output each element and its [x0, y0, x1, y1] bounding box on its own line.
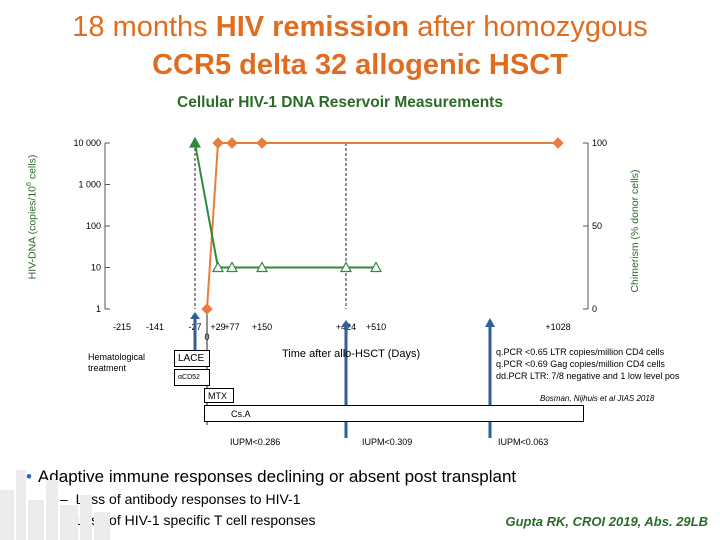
- series-point-triangle: [339, 261, 353, 273]
- series-line-0: [206, 142, 558, 310]
- iupm-2: IUPM<0.309: [362, 437, 413, 447]
- x-axis-label: Time after allo-HSCT (Days): [282, 348, 421, 360]
- left-tick-label: 10: [91, 263, 101, 273]
- qpcr-line-3: dd.PCR LTR: 7/8 negative and 1 low level…: [496, 371, 680, 381]
- annotation-arrowhead-icon: [341, 320, 351, 327]
- series-point-diamond: [552, 137, 564, 149]
- left-tick-label: 1: [96, 304, 101, 314]
- right-tick-label: 100: [592, 138, 607, 148]
- right-axis-label: Chimerism (% donor cells): [629, 169, 641, 293]
- series-point-diamond: [212, 137, 224, 149]
- bullet-main: • Adaptive immune responses declining or …: [26, 467, 517, 486]
- series-point-triangle: [188, 136, 202, 148]
- x-tick-label: +29: [210, 322, 225, 332]
- bullet-dot-icon: •: [26, 467, 32, 486]
- series-point-diamond: [201, 303, 213, 315]
- series-point-triangle: [369, 261, 383, 273]
- annotation-arrowhead-icon: [190, 312, 200, 319]
- left-tick-label: 100: [86, 221, 101, 231]
- acd52-box: αCD52: [174, 369, 210, 386]
- series-point-diamond: [256, 137, 268, 149]
- series-point-triangle: [255, 261, 269, 273]
- skyline-decoration-icon: [0, 470, 110, 540]
- x-tick-label: +77: [224, 322, 239, 332]
- left-tick-label: 1 000: [78, 180, 101, 190]
- lace-box: LACE: [174, 350, 210, 367]
- qpcr-line-1: q.PCR <0.65 LTR copies/million CD4 cells: [496, 347, 665, 357]
- annotation-arrowhead-icon: [485, 318, 495, 327]
- bosman-reference: Bosman, Nijhuis et al JIAS 2018: [540, 394, 655, 403]
- citation: Gupta RK, CROI 2019, Abs. 29LB: [505, 514, 708, 529]
- right-tick-label: 0: [592, 304, 597, 314]
- x-tick-label: -141: [146, 322, 164, 332]
- x-tick-label: -215: [113, 322, 131, 332]
- series-line-1: [194, 142, 376, 269]
- series-point-diamond: [226, 137, 238, 149]
- x-tick-label: +1028: [545, 322, 570, 332]
- qpcr-line-2: q.PCR <0.69 Gag copies/million CD4 cells: [496, 359, 665, 369]
- hematological-treatment-label: Hematological treatment: [88, 352, 146, 373]
- x-tick-label: +150: [252, 322, 272, 332]
- left-axis-label: HIV-DNA (copies/106 cells): [26, 154, 39, 280]
- slide-title: 18 months HIV remission after homozygous…: [0, 8, 720, 84]
- series-point-triangle: [211, 261, 225, 273]
- bullet-sub-1: – Loss of antibody responses to HIV-1: [60, 491, 301, 507]
- csa-box: Cs.A: [204, 405, 584, 422]
- left-tick-label: 10 000: [73, 138, 101, 148]
- title-line-1: 18 months HIV remission after homozygous: [72, 11, 648, 43]
- iupm-3: IUPM<0.063: [498, 437, 549, 447]
- right-tick-label: 50: [592, 221, 602, 231]
- x-tick-label: +510: [366, 322, 386, 332]
- iupm-1: IUPM<0.286: [230, 437, 281, 447]
- mtx-box: MTX: [204, 388, 234, 403]
- title-line-2: CCR5 delta 32 allogenic HSCT: [152, 49, 568, 81]
- chart-title: Cellular HIV-1 DNA Reservoir Measurement…: [177, 94, 503, 111]
- series-point-triangle: [225, 261, 239, 273]
